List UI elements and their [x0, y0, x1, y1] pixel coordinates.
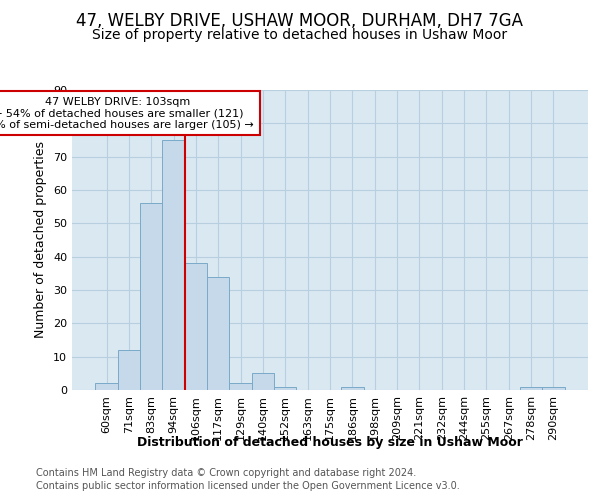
Bar	[163, 140, 185, 390]
Y-axis label: Number of detached properties: Number of detached properties	[34, 142, 47, 338]
Text: 47, WELBY DRIVE, USHAW MOOR, DURHAM, DH7 7GA: 47, WELBY DRIVE, USHAW MOOR, DURHAM, DH7…	[77, 12, 523, 30]
Text: Size of property relative to detached houses in Ushaw Moor: Size of property relative to detached ho…	[92, 28, 508, 42]
Bar	[274, 386, 296, 390]
Text: 47 WELBY DRIVE: 103sqm
← 54% of detached houses are smaller (121)
46% of semi-de: 47 WELBY DRIVE: 103sqm ← 54% of detached…	[0, 96, 254, 130]
Bar	[520, 386, 542, 390]
Text: Distribution of detached houses by size in Ushaw Moor: Distribution of detached houses by size …	[137, 436, 523, 449]
Bar	[207, 276, 229, 390]
Text: Contains public sector information licensed under the Open Government Licence v3: Contains public sector information licen…	[36, 481, 460, 491]
Bar	[118, 350, 140, 390]
Bar	[140, 204, 163, 390]
Bar	[185, 264, 207, 390]
Bar	[229, 384, 252, 390]
Text: Contains HM Land Registry data © Crown copyright and database right 2024.: Contains HM Land Registry data © Crown c…	[36, 468, 416, 477]
Bar	[252, 374, 274, 390]
Bar	[341, 386, 364, 390]
Bar	[542, 386, 565, 390]
Bar	[95, 384, 118, 390]
